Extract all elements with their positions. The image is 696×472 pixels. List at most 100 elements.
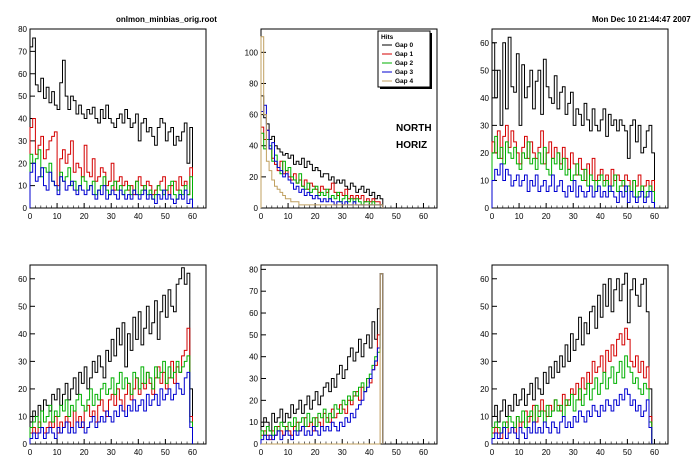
y-tick-label: 0 <box>23 440 28 449</box>
y-tick-label: 20 <box>249 396 258 405</box>
x-tick-label: 60 <box>419 448 428 457</box>
x-tick-label: 10 <box>284 448 293 457</box>
y-tick-label: 60 <box>249 309 258 318</box>
y-tick-label: 10 <box>480 176 489 185</box>
x-tick-label: 60 <box>188 212 197 221</box>
x-tick-label: 30 <box>338 448 347 457</box>
series-gap-2 <box>491 355 653 444</box>
x-tick-label: 50 <box>623 448 632 457</box>
y-tick-label: 30 <box>480 121 489 130</box>
series-gap-1 <box>29 118 193 208</box>
series-gap-3 <box>260 273 384 444</box>
histogram-panel-top-left: 0 10 20 30 40 50 60 0 10 20 30 40 50 60 70 80 <box>18 25 207 221</box>
x-tick-label: 40 <box>596 212 605 221</box>
y-tick-label: 40 <box>249 353 258 362</box>
y-tick-label: 60 <box>18 70 27 79</box>
series-gap-4 <box>260 36 384 208</box>
legend-entry: Gap 2 <box>395 60 413 67</box>
y-tick-label: 20 <box>480 385 489 394</box>
series-gap-3 <box>29 162 193 208</box>
series-gap-0 <box>260 273 384 444</box>
x-tick-label: 40 <box>134 448 143 457</box>
y-tick-label: 10 <box>480 412 489 421</box>
x-tick-label: 10 <box>53 212 62 221</box>
y-tick-label: 10 <box>18 412 27 421</box>
y-tick-label: 60 <box>249 111 258 120</box>
series-gap-3 <box>29 371 193 444</box>
series-gap-1 <box>260 126 384 208</box>
x-tick-label: 0 <box>28 448 33 457</box>
x-tick-label: 0 <box>490 212 495 221</box>
y-tick-label: 30 <box>18 137 27 146</box>
legend-entry: Gap 0 <box>395 42 413 49</box>
histogram-panel-bottom-right: 0 10 20 30 40 50 60 0 10 20 30 40 50 60 <box>480 264 669 457</box>
x-tick-label: 50 <box>623 212 632 221</box>
x-tick-label: 20 <box>542 212 551 221</box>
y-tick-label: 50 <box>480 302 489 311</box>
x-tick-label: 0 <box>259 212 264 221</box>
x-tick-label: 60 <box>419 212 428 221</box>
x-tick-label: 50 <box>161 448 170 457</box>
y-tick-label: 20 <box>480 149 489 158</box>
series-gap-2 <box>29 355 193 444</box>
series-gap-1 <box>29 327 193 444</box>
y-tick-label: 80 <box>249 79 258 88</box>
x-tick-label: 0 <box>490 448 495 457</box>
y-tick-label: 80 <box>249 265 258 274</box>
y-tick-label: 10 <box>18 182 27 191</box>
y-tick-label: 70 <box>18 47 27 56</box>
x-tick-label: 50 <box>392 448 401 457</box>
y-tick-label: 50 <box>18 92 27 101</box>
series-gap-4 <box>261 273 384 445</box>
x-tick-label: 40 <box>134 212 143 221</box>
x-tick-label: 20 <box>311 212 320 221</box>
y-tick-label: 50 <box>18 302 27 311</box>
y-tick-label: 40 <box>249 142 258 151</box>
annotation-north: NORTH <box>396 123 432 134</box>
legend-entry: Gap 4 <box>395 78 413 85</box>
series-gap-3 <box>491 163 655 208</box>
x-tick-label: 60 <box>650 448 659 457</box>
x-tick-label: 0 <box>259 448 264 457</box>
y-tick-label: 10 <box>249 418 258 427</box>
y-tick-label: 60 <box>480 275 489 284</box>
x-tick-label: 10 <box>53 448 62 457</box>
legend-box <box>377 30 431 88</box>
x-tick-label: 30 <box>338 212 347 221</box>
plot-frame <box>29 264 207 445</box>
x-tick-label: 40 <box>365 448 374 457</box>
x-tick-label: 20 <box>542 448 551 457</box>
y-tick-label: 40 <box>480 94 489 103</box>
x-tick-label: 30 <box>569 212 578 221</box>
y-tick-label: 100 <box>245 48 259 57</box>
y-tick-label: 30 <box>480 357 489 366</box>
x-tick-label: 20 <box>80 212 89 221</box>
series-gap-0 <box>260 95 384 208</box>
y-tick-label: 80 <box>18 25 27 34</box>
x-tick-label: 10 <box>284 212 293 221</box>
y-tick-label: 0 <box>485 204 490 213</box>
x-tick-label: 20 <box>80 448 89 457</box>
y-tick-label: 40 <box>18 115 27 124</box>
file-name-label: onlmon_minbias_orig.root <box>116 15 217 24</box>
y-tick-label: 0 <box>485 440 490 449</box>
y-tick-label: 0 <box>254 204 259 213</box>
series-gap-0 <box>491 36 655 208</box>
y-tick-label: 50 <box>249 331 258 340</box>
y-tick-label: 20 <box>249 173 258 182</box>
series-gap-3 <box>260 104 384 208</box>
y-tick-label: 50 <box>480 66 489 75</box>
y-tick-label: 70 <box>249 287 258 296</box>
legend-entry: Gap 1 <box>395 51 413 58</box>
x-tick-label: 30 <box>107 448 116 457</box>
y-tick-label: 20 <box>18 159 27 168</box>
legend-entry: Gap 3 <box>395 69 413 76</box>
y-tick-label: 0 <box>254 440 259 449</box>
y-tick-label: 0 <box>23 204 28 213</box>
x-tick-label: 30 <box>569 448 578 457</box>
series-gap-2 <box>260 132 384 208</box>
plot-frame <box>260 264 438 445</box>
series-gap-0 <box>29 267 193 444</box>
series-gap-0 <box>491 272 653 444</box>
